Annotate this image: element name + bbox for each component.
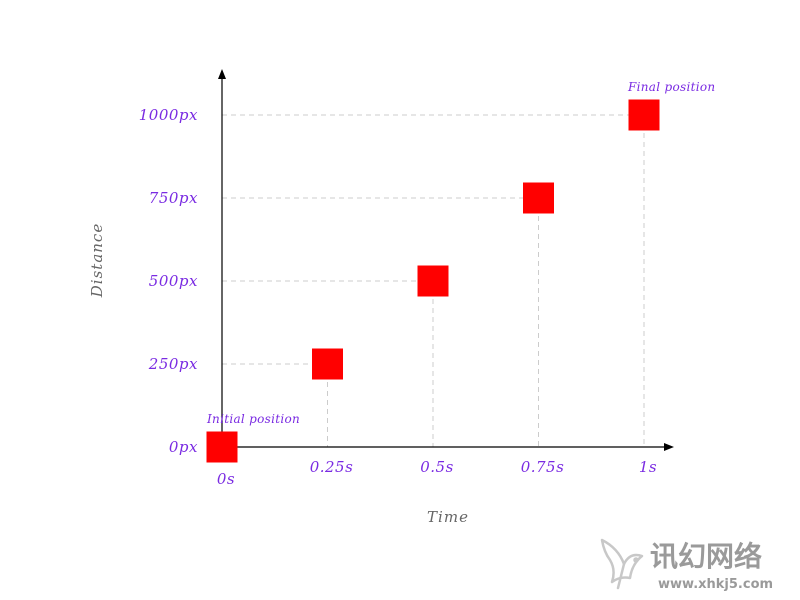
axis-titles: Time Distance bbox=[88, 223, 469, 526]
x-tick-label: 0.5s bbox=[420, 458, 454, 476]
axes bbox=[218, 69, 674, 451]
y-axis-title: Distance bbox=[88, 223, 106, 298]
data-point-square bbox=[417, 265, 449, 297]
x-tick-label: 0.75s bbox=[521, 458, 565, 476]
bird-logo-icon bbox=[600, 538, 644, 590]
watermark-brand: 讯幻网络 bbox=[650, 540, 762, 573]
data-point-square bbox=[312, 348, 343, 380]
x-tick-label: 1s bbox=[639, 458, 657, 476]
annotation-final-position: Final position bbox=[627, 80, 715, 94]
annotation-initial-position: Initial position bbox=[206, 412, 300, 426]
data-point-square bbox=[523, 182, 554, 214]
y-tick-label: 1000px bbox=[139, 106, 198, 124]
y-tick-label: 500px bbox=[149, 272, 198, 290]
x-tick-label: 0.25s bbox=[310, 458, 354, 476]
watermark: 讯幻网络 www.xhkj5.com bbox=[600, 538, 773, 592]
data-points bbox=[206, 99, 660, 463]
y-tick-label: 250px bbox=[148, 355, 198, 373]
annotations: Initial position Final position bbox=[206, 80, 715, 426]
data-point-square bbox=[628, 99, 660, 131]
y-tick-label: 0px bbox=[169, 438, 198, 456]
x-axis-title: Time bbox=[427, 508, 469, 526]
watermark-url: www.xhkj5.com bbox=[658, 577, 773, 592]
x-tick-label: 0s bbox=[217, 470, 235, 488]
y-tick-label: 750px bbox=[149, 189, 198, 207]
data-point-square bbox=[206, 431, 238, 463]
tick-labels: 0s 0.25s 0.5s 0.75s 1s 0px 250px 500px 750px 1000… bbox=[139, 106, 657, 488]
